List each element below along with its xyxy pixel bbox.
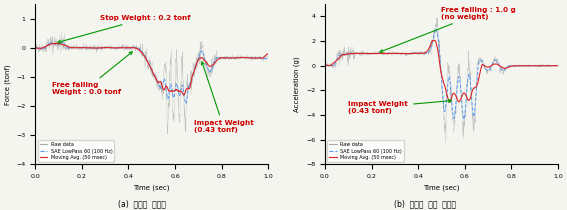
SAE LowPass 60 (100 Hz) [433, 28, 439, 30]
Moving Avg. (50 msec) [214, 59, 221, 61]
Raw data [58, 32, 65, 34]
Moving Avg. (50 msec) [134, 48, 141, 50]
SAE LowPass 60 (100 Hz) [508, 65, 515, 67]
Raw data [555, 65, 561, 67]
Raw data [416, 51, 422, 54]
Raw data [56, 44, 62, 46]
SAE LowPass 60 (100 Hz) [503, 66, 510, 68]
Raw data [214, 58, 221, 61]
SAE LowPass 60 (100 Hz) [218, 57, 225, 59]
Moving Avg. (50 msec) [430, 39, 437, 42]
Line: Moving Avg. (50 msec): Moving Avg. (50 msec) [325, 40, 558, 102]
Raw data [218, 57, 225, 59]
Raw data [482, 67, 489, 70]
Raw data [126, 46, 133, 48]
Legend: Raw data, SAE LowPass 60 (100 Hz), Moving Avg. (50 msec): Raw data, SAE LowPass 60 (100 Hz), Movin… [37, 140, 115, 162]
SAE LowPass 60 (100 Hz) [182, 102, 189, 105]
Text: Stop Weight : 0.2 tonf: Stop Weight : 0.2 tonf [58, 15, 191, 43]
Text: (b)  가속도  센서  데이터: (b) 가속도 센서 데이터 [394, 199, 456, 208]
Raw data [32, 45, 39, 48]
SAE LowPass 60 (100 Hz) [32, 46, 39, 48]
Legend: Raw data, SAE LowPass 60 (100 Hz), Moving Avg. (50 msec): Raw data, SAE LowPass 60 (100 Hz), Movin… [327, 140, 404, 162]
Moving Avg. (50 msec) [446, 101, 453, 104]
Moving Avg. (50 msec) [53, 42, 60, 45]
SAE LowPass 60 (100 Hz) [345, 53, 352, 56]
Moving Avg. (50 msec) [180, 94, 187, 96]
Line: Raw data: Raw data [35, 33, 268, 134]
SAE LowPass 60 (100 Hz) [482, 67, 489, 70]
Text: Free falling : 1.0 g
(no weight): Free falling : 1.0 g (no weight) [380, 7, 516, 52]
Line: Moving Avg. (50 msec): Moving Avg. (50 msec) [35, 43, 268, 95]
Raw data [508, 64, 515, 67]
Raw data [321, 63, 328, 65]
SAE LowPass 60 (100 Hz) [214, 56, 221, 59]
Text: Impact Weight
(0.43 tonf): Impact Weight (0.43 tonf) [194, 62, 253, 133]
SAE LowPass 60 (100 Hz) [424, 52, 431, 54]
Raw data [164, 133, 171, 135]
Raw data [345, 46, 352, 48]
Line: Raw data: Raw data [325, 18, 558, 143]
Moving Avg. (50 msec) [482, 65, 489, 68]
Moving Avg. (50 msec) [218, 56, 225, 59]
Raw data [265, 56, 272, 59]
Raw data [192, 60, 199, 63]
Raw data [442, 142, 449, 144]
SAE LowPass 60 (100 Hz) [416, 52, 422, 55]
SAE LowPass 60 (100 Hz) [460, 118, 467, 121]
SAE LowPass 60 (100 Hz) [56, 43, 62, 46]
Raw data [503, 64, 510, 67]
Line: SAE LowPass 60 (100 Hz): SAE LowPass 60 (100 Hz) [35, 42, 268, 103]
X-axis label: Time (sec): Time (sec) [423, 185, 460, 191]
Text: (a)  로드셀  데이터: (a) 로드셀 데이터 [118, 199, 166, 208]
Moving Avg. (50 msec) [416, 52, 422, 54]
Moving Avg. (50 msec) [321, 64, 328, 67]
X-axis label: Time (sec): Time (sec) [133, 185, 170, 191]
Moving Avg. (50 msec) [503, 67, 510, 69]
Y-axis label: Force (tonf): Force (tonf) [4, 64, 11, 105]
Raw data [434, 17, 441, 19]
SAE LowPass 60 (100 Hz) [134, 47, 141, 50]
Text: Impact Weight
(0.43 tonf): Impact Weight (0.43 tonf) [348, 100, 451, 114]
Raw data [134, 47, 141, 49]
SAE LowPass 60 (100 Hz) [321, 64, 328, 66]
Y-axis label: Acceleration (g): Acceleration (g) [294, 56, 301, 112]
SAE LowPass 60 (100 Hz) [265, 57, 272, 59]
Moving Avg. (50 msec) [32, 47, 39, 49]
SAE LowPass 60 (100 Hz) [59, 41, 66, 43]
SAE LowPass 60 (100 Hz) [192, 64, 199, 67]
Line: SAE LowPass 60 (100 Hz): SAE LowPass 60 (100 Hz) [325, 29, 558, 119]
SAE LowPass 60 (100 Hz) [555, 64, 561, 67]
Raw data [424, 51, 431, 54]
Moving Avg. (50 msec) [265, 52, 272, 55]
Moving Avg. (50 msec) [345, 52, 352, 55]
Moving Avg. (50 msec) [555, 64, 561, 67]
Moving Avg. (50 msec) [192, 66, 199, 68]
Moving Avg. (50 msec) [424, 50, 431, 52]
Moving Avg. (50 msec) [508, 65, 515, 67]
Moving Avg. (50 msec) [126, 46, 133, 49]
Text: Free falling
Weight : 0.0 tonf: Free falling Weight : 0.0 tonf [52, 52, 132, 96]
Moving Avg. (50 msec) [56, 42, 62, 45]
SAE LowPass 60 (100 Hz) [126, 47, 133, 49]
